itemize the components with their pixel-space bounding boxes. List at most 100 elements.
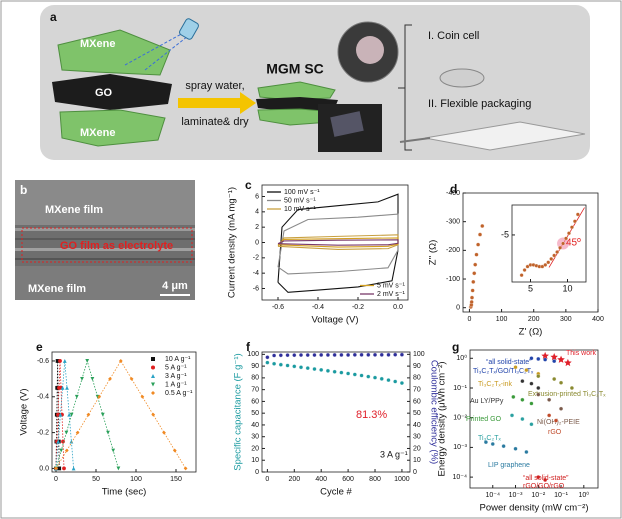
- series-label: Extrusion-printed Ti₃C₂Tₓ: [528, 391, 606, 398]
- coin-photo-detail: [356, 36, 384, 64]
- x-tick-label: 10⁻⁴: [486, 492, 501, 499]
- data-point: [97, 394, 102, 399]
- data-point: [546, 260, 551, 265]
- y2-tick-label: 80: [413, 375, 421, 382]
- y-tick-label: 4: [255, 209, 259, 216]
- data-point: [386, 352, 391, 357]
- data-point: [501, 444, 506, 449]
- coin-cell: [439, 68, 485, 88]
- data-point: [74, 394, 79, 399]
- x-tick-label: 10: [562, 283, 572, 293]
- data-point: [483, 440, 488, 445]
- data-point: [549, 256, 554, 261]
- go-layer: [52, 74, 172, 110]
- data-point: [469, 299, 474, 305]
- data-point: [116, 466, 121, 471]
- data-point: [557, 355, 565, 363]
- legend-label: 1 A g⁻¹: [165, 381, 187, 388]
- y-tick-label: 70: [251, 386, 259, 393]
- data-point: [547, 413, 552, 418]
- y-tick-label: -400: [446, 190, 460, 197]
- x-tick-label: 0: [467, 316, 471, 323]
- data-point: [536, 475, 541, 480]
- data-point: [540, 264, 545, 269]
- data-point: [332, 369, 337, 374]
- scale-bar-label: 4 μm: [162, 280, 188, 292]
- data-point: [547, 397, 552, 402]
- x-tick-label: 300: [560, 316, 572, 323]
- legend-swatch: [151, 357, 155, 361]
- data-point: [352, 352, 357, 357]
- spray-line: [144, 35, 189, 71]
- data-point: [471, 279, 476, 284]
- y-tick-label: 50: [251, 410, 259, 417]
- data-point: [86, 412, 91, 417]
- annotation: “all solid-state”: [523, 475, 569, 482]
- annotation: “all solid-state”: [486, 359, 532, 366]
- data-point: [325, 352, 330, 357]
- data-point: [559, 380, 564, 385]
- y-axis-title: Z'' (Ω): [428, 240, 439, 266]
- packaging-option: II. Flexible packaging: [428, 98, 531, 110]
- data-point: [278, 353, 283, 358]
- mxene-layer: [57, 29, 171, 76]
- process-arrow-head: [240, 92, 256, 114]
- device-label: MGM SC: [266, 61, 324, 77]
- data-point: [550, 353, 559, 361]
- data-point: [85, 359, 90, 363]
- data-point: [319, 367, 324, 372]
- legend-label: 2 mV s⁻¹: [377, 291, 405, 298]
- data-point: [118, 359, 123, 363]
- data-point: [69, 412, 74, 417]
- panel-label: b: [20, 183, 27, 197]
- series-label: Au LY/PPy: [470, 398, 504, 405]
- data-point: [524, 368, 529, 373]
- data-point: [64, 430, 69, 435]
- mgm-layer: [256, 97, 338, 112]
- data-point: [162, 430, 166, 435]
- y-tick-label: 6: [255, 193, 259, 200]
- data-point: [520, 379, 525, 384]
- data-point: [536, 392, 541, 397]
- series-label: Ti₃C₂Tₓ/GO/Ti₃C₂Tₓ: [473, 368, 534, 375]
- data-point: [513, 446, 518, 451]
- x-tick-label: 400: [592, 316, 604, 323]
- x-tick-label: 10⁻¹: [554, 492, 568, 499]
- data-point: [524, 449, 529, 455]
- data-point: [111, 448, 116, 453]
- y-tick-label: 90: [251, 363, 259, 370]
- data-point: [543, 357, 548, 362]
- layer-label: GO: [95, 87, 113, 99]
- y-tick-label: 10⁻⁴: [453, 474, 468, 481]
- x-tick-label: 100: [130, 476, 142, 483]
- y-tick-label: -100: [446, 276, 460, 283]
- legend-swatch: [151, 374, 155, 378]
- data-point: [569, 225, 574, 230]
- y2-tick-label: 100: [413, 351, 425, 358]
- data-point: [366, 374, 371, 379]
- data-point: [59, 448, 64, 453]
- y-tick-label: 0: [456, 305, 460, 312]
- y-axis-title: Specific capacitance (F g⁻¹): [233, 353, 244, 470]
- data-point: [90, 376, 95, 381]
- y-tick-label: -2: [253, 255, 259, 262]
- data-point: [305, 366, 310, 371]
- y-tick-label: 30: [251, 434, 259, 441]
- y-tick-label: 10⁻²: [453, 415, 467, 422]
- x-axis-title: Voltage (V): [312, 315, 359, 326]
- y-tick-label: -4: [253, 270, 259, 277]
- panel-label: a: [50, 10, 57, 24]
- legend-label: 10 A g⁻¹: [165, 356, 191, 363]
- data-point: [529, 401, 534, 406]
- y2-tick-label: 90: [413, 363, 421, 370]
- legend-label: 10 mV s⁻¹: [284, 206, 316, 213]
- data-point: [476, 242, 481, 247]
- data-point: [525, 264, 530, 269]
- y-tick-label: 10⁻³: [453, 444, 467, 451]
- panel-label: f: [246, 340, 251, 354]
- data-point: [292, 353, 297, 358]
- data-point: [470, 288, 475, 293]
- y2-tick-label: 0: [413, 469, 417, 476]
- plot-frame: [261, 351, 411, 473]
- data-point: [60, 385, 65, 390]
